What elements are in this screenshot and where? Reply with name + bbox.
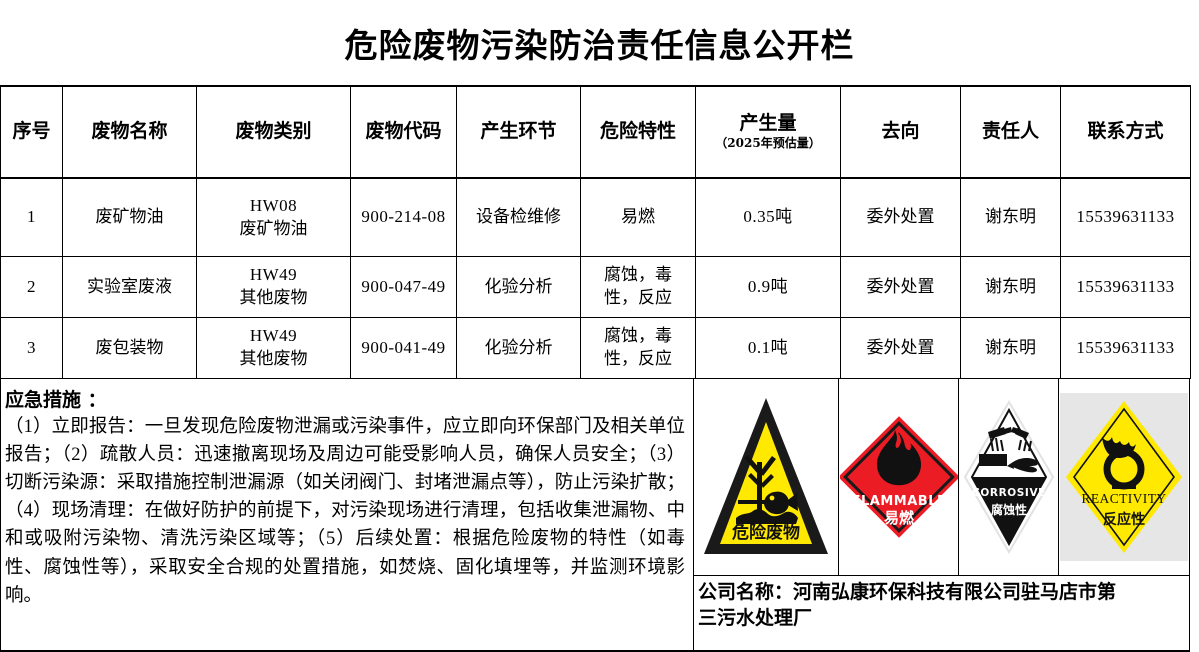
cell-generation-stage: 化验分析 — [456, 256, 581, 318]
reactivity-sign-label-cn: 反应性 — [1103, 511, 1145, 528]
cell-generation-amount: 0.1吨 — [695, 317, 841, 379]
cell-waste-name: 废包装物 — [62, 317, 197, 379]
lower-section: 应急措施 ： （1）立即报告：一旦发现危险废物泄漏或污染事件，应立即向环保部门及… — [0, 379, 1190, 652]
company-name-panel: 公司名称：河南弘康环保科技有限公司驻马店市第 三污水处理厂 — [694, 576, 1189, 650]
cell-contact: 15539631133 — [1060, 177, 1191, 257]
cell-destination: 委外处置 — [840, 317, 961, 379]
hazardous-waste-sign-label: 危险废物 — [731, 522, 800, 543]
cell-hazard-property: 易燃 — [580, 177, 696, 257]
right-column: 危险废物 FLAMMABLE 易燃 — [694, 379, 1189, 650]
col-header-responsible-person: 责任人 — [960, 85, 1061, 179]
table-header-row: 序号 废物名称 废物类别 废物代码 产生环节 危险特性 产生量 （2025年预估… — [0, 85, 1191, 179]
cell-waste-category: HW49 其他废物 — [196, 256, 351, 318]
cell-hazard-property: 腐蚀，毒 性，反应 — [580, 256, 696, 318]
cell-index: 1 — [0, 177, 63, 257]
flammable-sign-cell: FLAMMABLE 易燃 — [839, 379, 959, 575]
cell-waste-code: 900-041-49 — [350, 317, 457, 379]
company-name-line-2: 三污水处理厂 — [698, 606, 813, 629]
cell-responsible-person: 谢东明 — [960, 317, 1061, 379]
flammable-sign-label-cn: 易燃 — [883, 509, 914, 527]
col-header-waste-name: 废物名称 — [62, 85, 197, 179]
cell-hazard-property: 腐蚀，毒 性，反应 — [580, 317, 696, 379]
cell-waste-code: 900-214-08 — [350, 177, 457, 257]
cell-index: 3 — [0, 317, 63, 379]
cell-generation-amount: 0.35吨 — [695, 177, 841, 257]
corrosive-sign-label-cn: 腐蚀性 — [990, 502, 1026, 517]
col-header-generation-stage: 产生环节 — [456, 85, 581, 179]
corrosive-icon: CORROSIVE 腐蚀性 — [963, 400, 1054, 554]
reactivity-sign-cell: REACTIVITY 反应性 — [1059, 379, 1189, 575]
col-header-amount-subtitle: （2025年预估量） — [715, 136, 821, 151]
cell-contact: 15539631133 — [1060, 317, 1191, 379]
waste-info-table: 序号 废物名称 废物类别 废物代码 产生环节 危险特性 产生量 （2025年预估… — [0, 85, 1191, 379]
corrosive-sign-cell: CORROSIVE 腐蚀性 — [959, 379, 1059, 575]
cell-waste-name: 废矿物油 — [62, 177, 197, 257]
cell-generation-stage: 化验分析 — [456, 317, 581, 379]
col-header-destination: 去向 — [840, 85, 961, 179]
flammable-icon: FLAMMABLE 易燃 — [839, 416, 958, 538]
cell-responsible-person: 谢东明 — [960, 177, 1061, 257]
cell-destination: 委外处置 — [840, 177, 961, 257]
emergency-measures-title: 应急措施 ： — [5, 389, 107, 411]
col-header-index: 序号 — [0, 85, 63, 179]
col-header-contact: 联系方式 — [1060, 85, 1191, 179]
col-header-hazard-property: 危险特性 — [580, 85, 696, 179]
cell-waste-code: 900-047-49 — [350, 256, 457, 318]
table-row: 2 实验室废液 HW49 其他废物 900-047-49 化验分析 腐蚀，毒 性… — [0, 256, 1191, 318]
cell-index: 2 — [0, 256, 63, 318]
cell-waste-name: 实验室废液 — [62, 256, 197, 318]
cell-generation-amount: 0.9吨 — [695, 256, 841, 318]
emergency-measures-panel: 应急措施 ： （1）立即报告：一旦发现危险废物泄漏或污染事件，应立即向环保部门及… — [1, 379, 694, 650]
cell-contact: 15539631133 — [1060, 256, 1191, 318]
col-header-waste-code: 废物代码 — [350, 85, 457, 179]
flammable-sign-label-en: FLAMMABLE — [851, 494, 946, 509]
col-header-generation-amount: 产生量 （2025年预估量） — [695, 85, 841, 179]
company-name-line-1: 公司名称：河南弘康环保科技有限公司驻马店市第 — [698, 581, 1117, 603]
hazardous-waste-icon: 危险废物 — [704, 398, 828, 554]
cell-generation-stage: 设备检维修 — [456, 177, 581, 257]
reactivity-sign-label-en: REACTIVITY — [1082, 491, 1167, 506]
hazard-signs-row: 危险废物 FLAMMABLE 易燃 — [694, 379, 1189, 576]
cell-destination: 委外处置 — [840, 256, 961, 318]
corrosive-sign-label-en: CORROSIVE — [972, 487, 1046, 499]
table-row: 3 废包装物 HW49 其他废物 900-041-49 化验分析 腐蚀，毒 性，… — [0, 317, 1191, 379]
cell-responsible-person: 谢东明 — [960, 256, 1061, 318]
cell-waste-category: HW49 其他废物 — [196, 317, 351, 379]
col-header-waste-category: 废物类别 — [196, 85, 351, 179]
page-title: 危险废物污染防治责任信息公开栏 — [344, 25, 855, 65]
emergency-measures-body: （1）立即报告：一旦发现危险废物泄漏或污染事件，应立即向环保部门及相关单位报告；… — [5, 417, 685, 606]
table-row: 1 废矿物油 HW08 废矿物油 900-214-08 设备检维修 易燃 0.3… — [0, 177, 1191, 257]
reactivity-icon: REACTIVITY 反应性 — [1060, 393, 1188, 561]
hazardous-waste-sign-cell: 危险废物 — [694, 379, 839, 575]
cell-waste-category: HW08 废矿物油 — [196, 177, 351, 257]
page-title-bar: 危险废物污染防治责任信息公开栏 — [0, 0, 1199, 85]
